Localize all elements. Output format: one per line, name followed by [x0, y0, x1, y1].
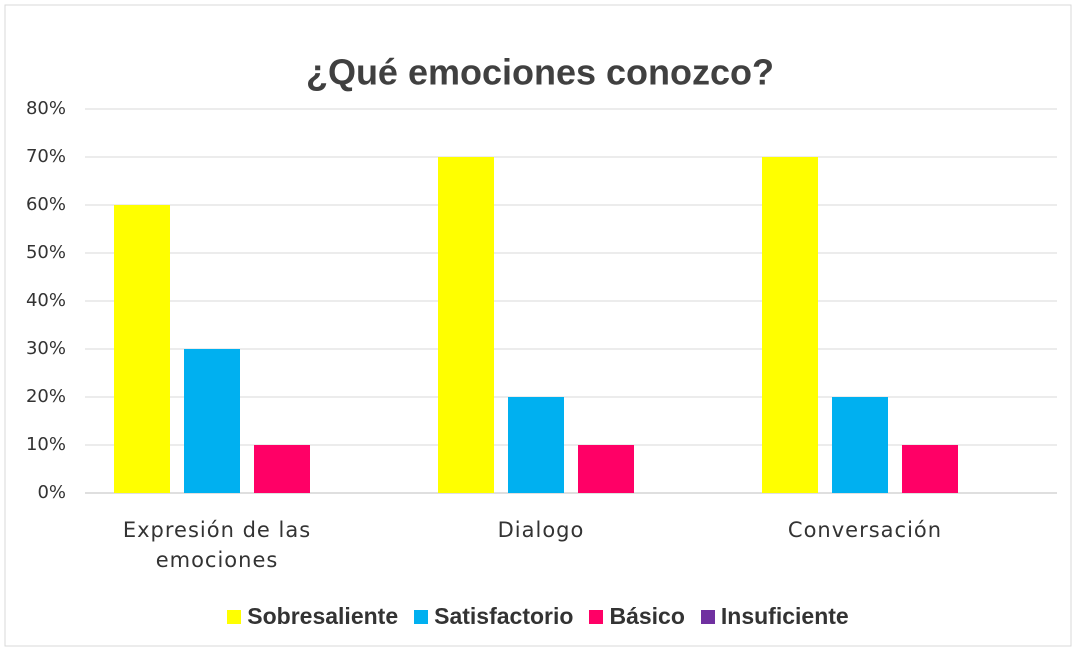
bar — [578, 445, 634, 493]
bar — [114, 205, 170, 493]
chart-border — [4, 4, 1072, 647]
legend-item: Básico — [589, 603, 685, 630]
y-tick-label: 70% — [26, 146, 66, 167]
y-tick-label: 30% — [26, 338, 66, 359]
bar — [508, 397, 564, 493]
legend-label: Satisfactorio — [434, 603, 574, 629]
chart-title: ¿Qué emociones conozco? — [306, 52, 774, 93]
x-tick-label: Conversación — [787, 518, 943, 542]
bar — [832, 397, 888, 493]
legend-item: Satisfactorio — [414, 603, 573, 630]
legend-label: Sobresaliente — [247, 603, 399, 629]
legend-label: Básico — [609, 603, 685, 629]
bar — [254, 445, 310, 493]
legend-item: Insuficiente — [700, 603, 849, 630]
y-tick-label: 40% — [26, 290, 66, 311]
legend-item: Sobresaliente — [227, 603, 398, 630]
x-tick-label: Expresión de las emociones — [122, 518, 312, 572]
bar — [762, 157, 818, 493]
legend-swatch — [589, 609, 604, 624]
y-tick-label: 10% — [26, 434, 66, 455]
bar — [184, 349, 240, 493]
legend-label: Insuficiente — [720, 603, 849, 629]
x-tick-label: Dialogo — [497, 518, 585, 542]
legend-swatch — [700, 609, 715, 624]
y-tick-label: 60% — [26, 194, 66, 215]
y-tick-label: 20% — [26, 386, 66, 407]
y-tick-label: 80% — [26, 98, 66, 119]
bar — [438, 157, 494, 493]
legend-swatch — [414, 609, 429, 624]
y-tick-label: 0% — [37, 482, 66, 503]
legend: Sobresaliente Satisfactorio Básico Insufici… — [0, 603, 1076, 630]
y-tick-label: 50% — [26, 242, 66, 263]
legend-swatch — [227, 609, 242, 624]
bar — [902, 445, 958, 493]
